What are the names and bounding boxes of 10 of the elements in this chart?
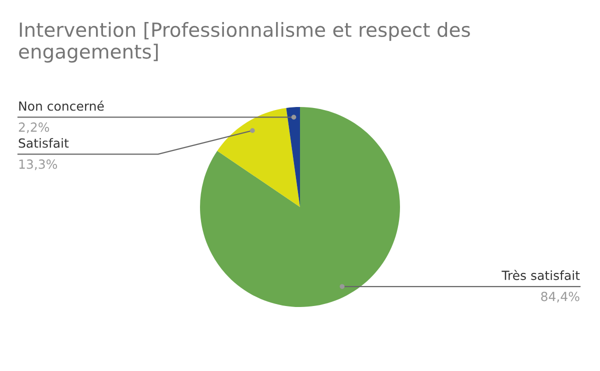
pie-slice [286, 107, 300, 207]
pie-slice [200, 107, 400, 307]
data-label: 2,2% [18, 122, 50, 134]
chart-title: Intervention [Professionnalisme et respect des engagements] [19, 22, 470, 63]
slice-label: Non concerné [19, 100, 104, 111]
pie-slice [217, 108, 300, 207]
data-label: 84,4% [541, 292, 580, 302]
slice-label: Très satisfait [502, 270, 580, 280]
data-label: 13,3% [19, 159, 58, 170]
slice-label: Satisfait [18, 138, 69, 148]
